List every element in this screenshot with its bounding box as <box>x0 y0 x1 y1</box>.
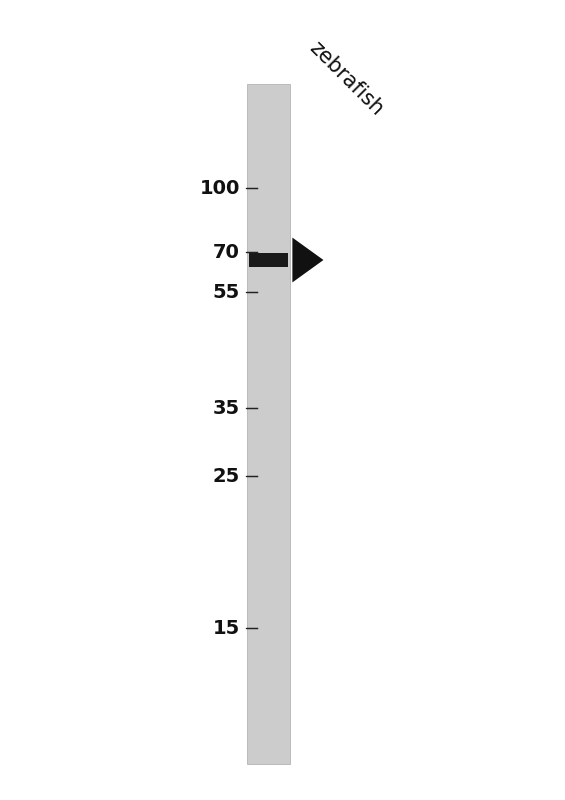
Text: 25: 25 <box>213 466 240 486</box>
Text: 15: 15 <box>213 618 240 638</box>
Text: 100: 100 <box>200 178 240 198</box>
Bar <box>247 84 289 764</box>
Text: 35: 35 <box>213 398 240 418</box>
Text: 55: 55 <box>213 282 240 302</box>
Text: 70: 70 <box>213 242 240 262</box>
Bar <box>249 253 288 267</box>
Text: zebrafish: zebrafish <box>305 38 387 120</box>
Polygon shape <box>293 238 323 282</box>
